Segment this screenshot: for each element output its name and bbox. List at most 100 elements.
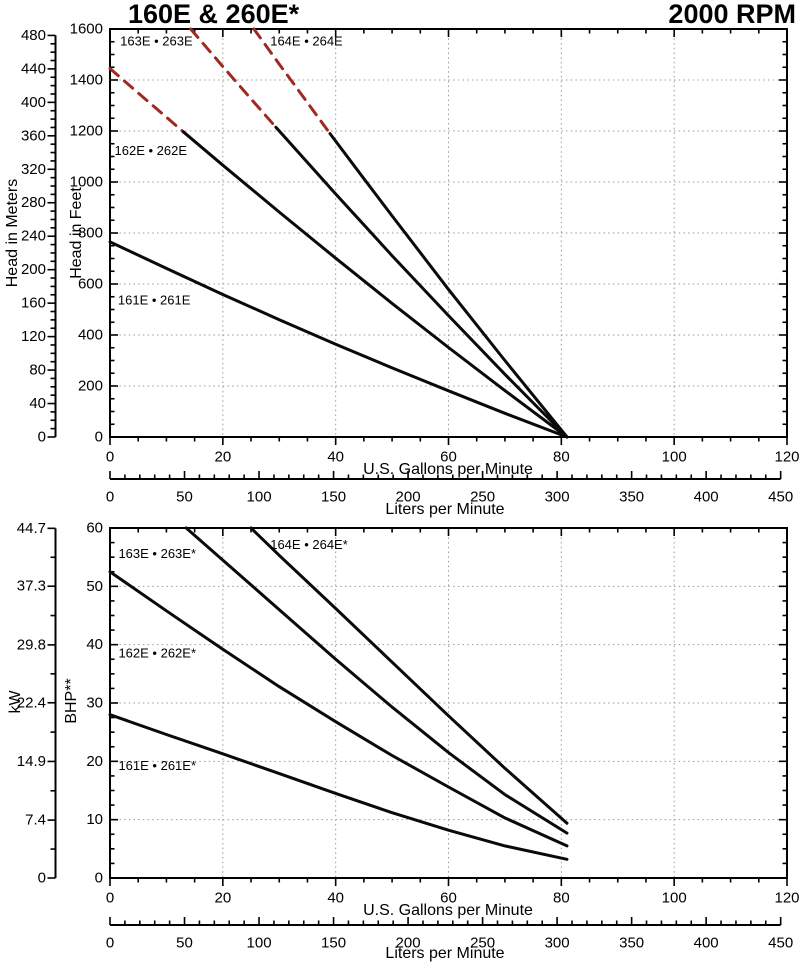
x-tick-label: 100 — [662, 449, 687, 466]
x-tick-label: 60 — [440, 449, 457, 466]
page-title-model: 160E & 260E* — [128, 0, 300, 29]
curve-161e-261e — [108, 713, 569, 861]
y2-tick-label: 40 — [29, 395, 46, 412]
y2-tick-label: 37.3 — [17, 578, 46, 595]
y-tick-label: 40 — [86, 636, 103, 653]
y2-tick-label: 240 — [21, 228, 46, 245]
y-tick-label: 1600 — [70, 21, 103, 38]
power-bhp-axis-label: BHP** — [63, 678, 80, 724]
curve-dashed-162e-262e — [108, 67, 185, 134]
curve-163e-263e — [274, 125, 569, 439]
x-tick-label: 40 — [327, 890, 344, 907]
series-label: 161E • 261E — [118, 293, 191, 308]
x-tick-label: 100 — [662, 890, 687, 907]
head-feet-axis-label: Head in Feet — [68, 187, 85, 279]
curve-163e-263e — [184, 526, 569, 835]
curve-dashed-164e-264e — [252, 27, 332, 136]
liters-tick-label: 200 — [396, 489, 421, 506]
y2-tick-label: 160 — [21, 295, 46, 312]
power-gallons-axis-label: U.S. Gallons per Minute — [363, 902, 533, 919]
y-tick-label: 60 — [86, 520, 103, 537]
series-label: 161E • 261E* — [118, 758, 196, 773]
y-tick-label: 200 — [78, 378, 103, 395]
head-gallons-axis-label: U.S. Gallons per Minute — [363, 461, 533, 478]
x-tick-label: 80 — [553, 449, 570, 466]
liters-tick-label: 50 — [176, 489, 193, 506]
y-tick-label: 1200 — [70, 123, 103, 140]
liters-tick-label: 250 — [470, 489, 495, 506]
x-tick-label: 20 — [214, 890, 231, 907]
curve-162e-262e — [181, 130, 569, 439]
series-label: 163E • 263E* — [118, 546, 196, 561]
page-title-rpm: 2000 RPM — [668, 0, 796, 29]
y-tick-label: 400 — [78, 327, 103, 344]
y2-tick-label: 44.7 — [17, 520, 46, 537]
series-label: 163E • 263E — [120, 33, 193, 48]
liters-tick-label: 100 — [247, 935, 272, 952]
y2-tick-label: 14.9 — [17, 753, 46, 770]
curve-164e-264e — [328, 132, 569, 439]
head-meters-axis-label: Head in Meters — [4, 178, 21, 288]
curve-161e-261e — [108, 240, 569, 439]
y-tick-label: 30 — [86, 695, 103, 712]
x-tick-label: 120 — [774, 890, 799, 907]
y2-tick-label: 480 — [21, 27, 46, 44]
liters-tick-label: 250 — [470, 935, 495, 952]
x-tick-label: 20 — [214, 449, 231, 466]
liters-tick-label: 100 — [247, 489, 272, 506]
curve-164e-264e — [249, 526, 569, 825]
y2-tick-label: 320 — [21, 161, 46, 178]
x-tick-label: 0 — [106, 449, 114, 466]
y-tick-label: 600 — [78, 276, 103, 293]
y2-tick-label: 200 — [21, 261, 46, 278]
y-tick-label: 1400 — [70, 72, 103, 89]
y-tick-label: 0 — [95, 870, 103, 887]
series-label: 164E • 264E — [270, 33, 343, 48]
y-tick-label: 20 — [86, 753, 103, 770]
head-liters-axis-label: Liters per Minute — [385, 501, 505, 518]
power-kw-axis-label: kW — [7, 690, 24, 714]
liters-tick-label: 300 — [545, 935, 570, 952]
series-label: 162E • 262E* — [118, 645, 196, 660]
y-tick-label: 1000 — [70, 174, 103, 191]
curve-162e-262e — [108, 570, 569, 848]
y2-tick-label: 400 — [21, 94, 46, 111]
y2-tick-label: 280 — [21, 194, 46, 211]
y-tick-label: 50 — [86, 578, 103, 595]
liters-tick-label: 0 — [106, 489, 114, 506]
x-tick-label: 120 — [774, 449, 799, 466]
y2-tick-label: 0 — [38, 870, 46, 887]
liters-tick-label: 150 — [321, 935, 346, 952]
y2-tick-label: 29.8 — [17, 636, 46, 653]
liters-tick-label: 300 — [545, 489, 570, 506]
liters-tick-label: 150 — [321, 489, 346, 506]
liters-tick-label: 400 — [694, 935, 719, 952]
y2-tick-label: 7.4 — [25, 812, 46, 829]
series-label: 162E • 262E — [115, 143, 188, 158]
x-tick-label: 0 — [106, 890, 114, 907]
y-tick-label: 800 — [78, 225, 103, 242]
x-tick-label: 80 — [553, 890, 570, 907]
y2-tick-label: 22.4 — [17, 694, 46, 711]
y2-tick-label: 360 — [21, 127, 46, 144]
liters-tick-label: 350 — [619, 935, 644, 952]
y2-tick-label: 120 — [21, 328, 46, 345]
x-tick-label: 60 — [440, 890, 457, 907]
liters-tick-label: 450 — [768, 935, 793, 952]
liters-tick-label: 50 — [176, 935, 193, 952]
y2-tick-label: 440 — [21, 60, 46, 77]
series-label: 164E • 264E* — [270, 537, 348, 552]
power-liters-axis-label: Liters per Minute — [385, 945, 505, 962]
curve-dashed-163e-263e — [189, 27, 278, 129]
liters-tick-label: 0 — [106, 935, 114, 952]
y2-tick-label: 0 — [38, 429, 46, 446]
liters-tick-label: 400 — [694, 489, 719, 506]
liters-tick-label: 350 — [619, 489, 644, 506]
y-tick-label: 10 — [86, 811, 103, 828]
y2-tick-label: 80 — [29, 362, 46, 379]
x-tick-label: 40 — [327, 449, 344, 466]
liters-tick-label: 450 — [768, 489, 793, 506]
y-tick-label: 0 — [95, 429, 103, 446]
